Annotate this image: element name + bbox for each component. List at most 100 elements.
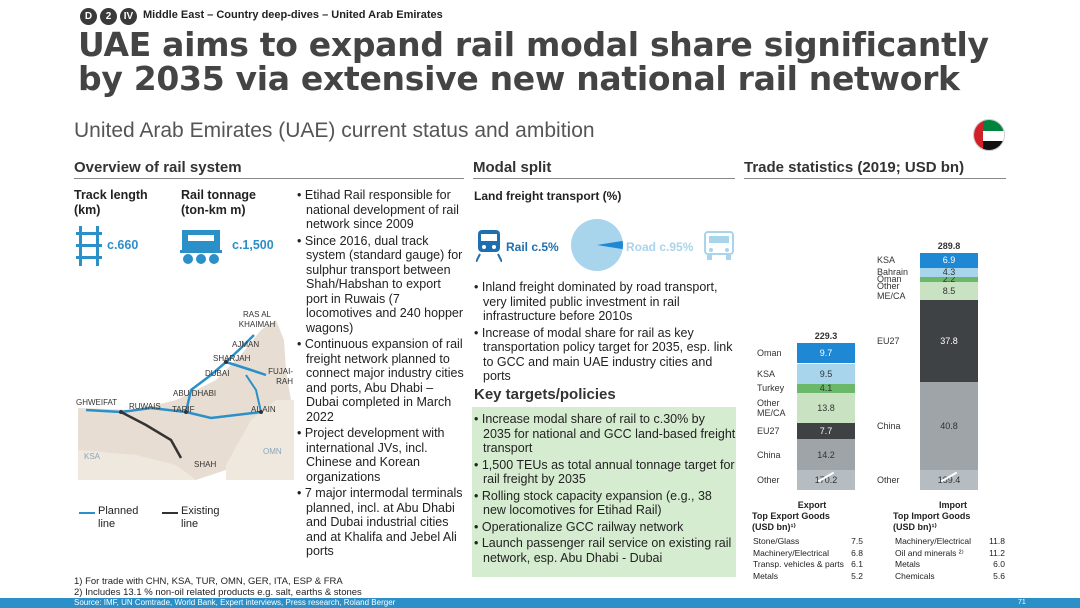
bar-category-label: Other xyxy=(757,475,780,485)
modal-pie xyxy=(571,219,623,271)
goods-row: Stone/Glass 7.5 xyxy=(753,536,863,548)
bar-category-label: Oman xyxy=(757,348,782,359)
badge-2: 2 xyxy=(100,8,117,25)
modal-bullet: Increase of modal share for rail as key … xyxy=(474,326,736,384)
rail-share-label: Rail c.5% xyxy=(506,240,559,254)
truck-icon xyxy=(704,231,734,260)
footnote-2: 2) Includes 13.1 % non-oil related produ… xyxy=(74,587,362,598)
map-label-abudhabi: ABU DHABI xyxy=(173,389,217,398)
uae-rail-map xyxy=(78,320,294,480)
land-freight-title: Land freight transport (%) xyxy=(474,189,622,203)
bar-category-label: Other ME/CA xyxy=(757,397,786,418)
targets-bullets: Increase modal share of rail to c.30% by… xyxy=(474,412,736,567)
bar-value-label: 4.3 xyxy=(942,267,956,278)
bar-value-label: 2.2 xyxy=(942,274,956,285)
footer-bar xyxy=(0,598,1080,608)
target-bullet: Operationalize GCC railway network xyxy=(474,520,736,535)
bar-segment: 40.8 xyxy=(920,381,978,470)
rail-tonnage-value: c.1,500 xyxy=(232,238,274,252)
goods-name: Metals xyxy=(753,570,779,581)
road-share-label: Road c.95% xyxy=(626,240,694,254)
bar-segment: 13.8 xyxy=(797,392,855,423)
bar-segment: 170.2 xyxy=(797,470,855,490)
map-label-sharjah: SHARJAH xyxy=(213,354,251,363)
bar-category-label: KSA xyxy=(877,255,896,266)
bar-segment: 2.2 xyxy=(920,274,978,285)
goods-row: Metals 5.2 xyxy=(753,571,863,583)
bar-segment: 37.8 xyxy=(920,300,978,382)
goods-name: Stone/Glass xyxy=(753,536,800,546)
source-note: Source: IMF, UN Comtrade, World Bank, Ex… xyxy=(74,598,396,607)
page-title: UAE aims to expand rail modal share sign… xyxy=(78,25,989,98)
map-label-ruwais: RUWAIS xyxy=(129,402,161,411)
map-label-alain: AL AIN xyxy=(251,405,276,414)
import-goods-table: Machinery/Electrical 11.8 Oil and minerals… xyxy=(895,536,1005,582)
section-modal-split: Modal split xyxy=(473,159,735,179)
target-bullet: Rolling stock capacity expansion (e.g., … xyxy=(474,489,736,518)
goods-value: 6.0 xyxy=(993,559,1005,569)
bar-value-label: 7.7 xyxy=(819,426,833,436)
goods-row: Transp. vehicles & parts 6.1 xyxy=(753,559,863,571)
bar-value-label: 8.5 xyxy=(942,286,956,297)
section-trade: Trade statistics (2019; USD bn) xyxy=(744,159,1006,179)
section-overview: Overview of rail system xyxy=(74,159,464,179)
goods-value: 5.2 xyxy=(851,570,863,581)
modal-bullet: Inland freight dominated by road transpo… xyxy=(474,280,736,324)
overview-bullet: Since 2016, dual track system (standard … xyxy=(297,234,465,336)
bar-value-label: 189.4 xyxy=(937,475,961,485)
footnote-1: 1) For trade with CHN, KSA, TUR, OMN, GE… xyxy=(74,576,343,587)
legend-planned-line xyxy=(79,512,95,514)
bar-value-label: 9.5 xyxy=(819,368,833,379)
bar-category-label: KSA xyxy=(757,368,776,379)
goods-value: 7.5 xyxy=(851,536,863,546)
key-targets-title: Key targets/policies xyxy=(474,386,616,403)
breadcrumb: Middle East – Country deep-dives – Unite… xyxy=(143,9,443,21)
bar-category-label: China xyxy=(757,449,781,460)
badge-d: D xyxy=(80,8,97,25)
bar-segment: 4.3 xyxy=(920,267,978,278)
modal-bullets: Inland freight dominated by road transpo… xyxy=(474,280,736,386)
page-number: 71 xyxy=(1018,599,1026,606)
bar-segment: 9.7 xyxy=(797,342,855,364)
map-label-fujairah: FUJAI-RAH xyxy=(268,367,293,386)
track-length-label: Track length (km) xyxy=(74,188,148,217)
map-label-dubai: DUBAI xyxy=(205,369,230,378)
bar-segment: 14.2 xyxy=(797,439,855,470)
overview-bullet: Project development with international J… xyxy=(297,426,465,484)
bar-segment: 4.1 xyxy=(797,383,855,393)
target-bullet: Increase modal share of rail to c.30% by… xyxy=(474,412,736,456)
bar-category-label: EU27 xyxy=(877,336,900,347)
bar-value-label: 9.7 xyxy=(819,348,833,359)
goods-name: Machinery/Electrical xyxy=(895,536,972,546)
goods-row: Machinery/Electrical 6.8 xyxy=(753,548,863,560)
rail-tonnage-label: Rail tonnage (ton-km m) xyxy=(181,188,257,217)
goods-name: Oil and minerals ²⁾ xyxy=(895,547,964,558)
bar-segment: 9.5 xyxy=(797,363,855,385)
map-label-shah: SHAH xyxy=(194,460,217,469)
goods-row: Oil and minerals ²⁾ 11.2 xyxy=(895,548,1005,560)
bar-total-label: 289.8 xyxy=(937,240,961,251)
bar-category-label: Bahrain xyxy=(877,267,909,278)
map-label-omn: OMN xyxy=(263,447,282,456)
goods-value: 5.6 xyxy=(993,570,1005,581)
bar-value-label: 37.8 xyxy=(940,336,958,347)
legend-existing-line xyxy=(162,512,178,514)
map-label-ras: RAS AL KHAIMAH xyxy=(238,310,276,329)
track-length-value: c.660 xyxy=(107,238,139,252)
bar-value-label: 6.9 xyxy=(942,255,956,266)
bar-segment: 8.5 xyxy=(920,281,978,301)
train-icon xyxy=(476,230,502,262)
export-goods-table: Stone/Glass 7.5 Machinery/Electrical 6.8 Tra… xyxy=(753,536,863,582)
bar-category-label: Turkey xyxy=(757,383,785,394)
bar-category-label: Other ME/CA xyxy=(877,281,906,302)
map-label-ghweifat: GHWEIFAT xyxy=(76,398,118,407)
goods-value: 11.2 xyxy=(989,547,1005,558)
map-label-ajman: AJMAN xyxy=(232,340,260,349)
map-label-tarif: TARIF xyxy=(172,405,195,414)
overview-bullet: 7 major intermodal terminals planned, in… xyxy=(297,486,465,559)
bar-category-label: China xyxy=(877,420,901,431)
bar-category-label: Oman xyxy=(877,274,902,285)
overview-bullet: Etihad Rail responsible for national dev… xyxy=(297,188,465,232)
goods-value: 6.1 xyxy=(851,559,863,569)
bar-value-label: 13.8 xyxy=(817,402,835,413)
